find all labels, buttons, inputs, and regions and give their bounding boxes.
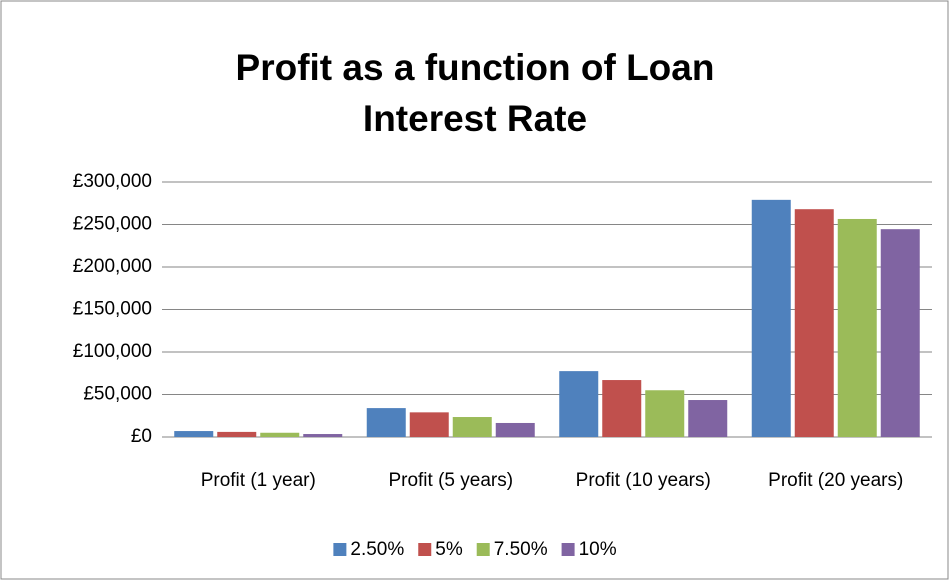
y-tick-label: £300,000 [73,171,152,192]
bar [837,218,877,437]
bar [688,400,728,437]
legend-label: 2.50% [350,539,404,560]
bar [751,199,791,437]
bar [794,209,834,437]
y-tick-label: £200,000 [73,256,152,277]
bar [495,422,535,437]
legend-swatch [333,543,347,556]
chart-title: Profit as a function of Loan Interest Ra… [235,47,715,139]
bar [645,390,685,437]
bar [217,431,257,437]
x-tick-label: Profit (1 year) [201,470,316,491]
bar [303,434,343,437]
legend-label: 10% [579,539,617,560]
bar [880,229,920,437]
y-tick-label: £50,000 [83,384,152,405]
y-tick-label: £150,000 [73,299,152,320]
x-tick-label: Profit (10 years) [576,470,711,491]
y-tick-label: £100,000 [73,341,152,362]
legend-swatch [418,543,432,556]
bar [174,431,214,437]
y-tick-label: £0 [131,426,152,447]
legend-label: 7.50% [494,539,548,560]
x-tick-label: Profit (20 years) [768,470,903,491]
bar [260,432,300,437]
bar [409,412,449,437]
bar [559,371,599,437]
x-tick-label: Profit (5 years) [388,470,513,491]
y-tick-label: £250,000 [73,214,152,235]
legend-swatch [476,543,490,556]
legend-swatch [561,543,575,556]
legend-label: 5% [435,539,463,560]
bar [452,417,492,437]
bar [366,408,406,437]
bar [602,380,642,437]
